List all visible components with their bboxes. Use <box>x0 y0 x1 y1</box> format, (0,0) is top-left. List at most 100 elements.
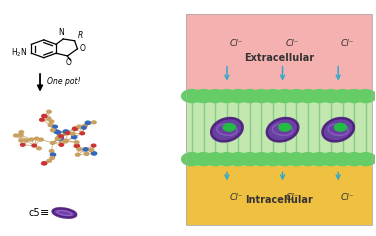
Circle shape <box>54 130 59 133</box>
Circle shape <box>63 130 68 133</box>
Circle shape <box>74 144 79 148</box>
Circle shape <box>63 140 68 143</box>
Circle shape <box>279 123 291 131</box>
Circle shape <box>182 153 202 166</box>
Circle shape <box>53 125 58 128</box>
Circle shape <box>193 90 214 102</box>
Circle shape <box>19 131 24 134</box>
Text: Cl⁻: Cl⁻ <box>230 39 243 48</box>
Text: Extracellular: Extracellular <box>244 53 314 63</box>
Circle shape <box>37 147 41 150</box>
Circle shape <box>29 138 34 141</box>
Circle shape <box>321 153 341 166</box>
Circle shape <box>344 90 364 102</box>
Circle shape <box>355 153 376 166</box>
Circle shape <box>344 153 364 166</box>
Circle shape <box>274 153 295 166</box>
Circle shape <box>182 90 202 102</box>
Bar <box>186 166 371 225</box>
Text: Intracellular: Intracellular <box>245 195 313 205</box>
Bar <box>186 14 371 90</box>
Circle shape <box>216 90 237 102</box>
Circle shape <box>50 142 55 144</box>
Text: Cl⁻: Cl⁻ <box>285 39 299 48</box>
Text: ≡: ≡ <box>40 208 49 218</box>
Ellipse shape <box>53 208 76 218</box>
Ellipse shape <box>211 118 243 141</box>
Circle shape <box>91 144 96 147</box>
Circle shape <box>47 117 51 120</box>
Ellipse shape <box>267 118 298 141</box>
Circle shape <box>91 152 97 155</box>
Circle shape <box>251 90 272 102</box>
Circle shape <box>55 137 60 140</box>
Circle shape <box>47 160 52 162</box>
Circle shape <box>83 124 87 127</box>
Circle shape <box>55 131 61 134</box>
Circle shape <box>42 114 47 118</box>
Circle shape <box>49 150 54 152</box>
Circle shape <box>228 90 249 102</box>
Circle shape <box>77 125 82 128</box>
Circle shape <box>82 126 86 129</box>
Text: H$_2$N: H$_2$N <box>11 47 28 59</box>
Circle shape <box>274 90 295 102</box>
Circle shape <box>18 134 23 136</box>
Circle shape <box>57 136 62 140</box>
Circle shape <box>92 121 96 124</box>
Text: O: O <box>80 44 86 53</box>
Bar <box>186 14 371 225</box>
Circle shape <box>263 153 284 166</box>
Circle shape <box>297 153 318 166</box>
Circle shape <box>48 124 53 126</box>
Circle shape <box>65 132 70 135</box>
Circle shape <box>64 139 68 142</box>
Circle shape <box>309 153 330 166</box>
Circle shape <box>223 123 235 131</box>
Text: c5: c5 <box>29 208 40 218</box>
Circle shape <box>39 118 44 121</box>
Circle shape <box>321 90 341 102</box>
Circle shape <box>21 143 25 146</box>
Circle shape <box>240 153 260 166</box>
Circle shape <box>205 90 226 102</box>
Circle shape <box>332 153 353 166</box>
Circle shape <box>59 135 63 138</box>
Circle shape <box>240 90 260 102</box>
Circle shape <box>47 110 51 113</box>
Circle shape <box>83 148 88 151</box>
Circle shape <box>251 153 272 166</box>
Circle shape <box>50 153 56 156</box>
Circle shape <box>32 144 36 147</box>
Circle shape <box>19 139 23 142</box>
Circle shape <box>71 135 77 139</box>
Circle shape <box>42 162 47 165</box>
Bar <box>186 90 371 166</box>
Circle shape <box>24 139 29 142</box>
Circle shape <box>80 132 85 135</box>
Text: Cl⁻: Cl⁻ <box>341 193 355 202</box>
Circle shape <box>14 134 18 137</box>
Circle shape <box>205 153 226 166</box>
Circle shape <box>297 90 318 102</box>
Circle shape <box>286 90 306 102</box>
Text: Cl⁻: Cl⁻ <box>285 193 299 202</box>
Text: Cl⁻: Cl⁻ <box>230 193 243 202</box>
Circle shape <box>263 90 284 102</box>
Circle shape <box>71 132 75 135</box>
Text: R: R <box>77 31 83 40</box>
Circle shape <box>228 153 249 166</box>
Circle shape <box>58 137 64 140</box>
Circle shape <box>286 153 306 166</box>
Circle shape <box>76 153 80 156</box>
Circle shape <box>216 153 237 166</box>
Circle shape <box>50 129 55 132</box>
Circle shape <box>50 156 55 159</box>
Ellipse shape <box>323 118 354 141</box>
Circle shape <box>332 90 353 102</box>
Circle shape <box>335 123 347 131</box>
Circle shape <box>77 148 82 151</box>
Circle shape <box>57 137 61 139</box>
Circle shape <box>355 90 376 102</box>
Text: Cl⁻: Cl⁻ <box>341 39 355 48</box>
